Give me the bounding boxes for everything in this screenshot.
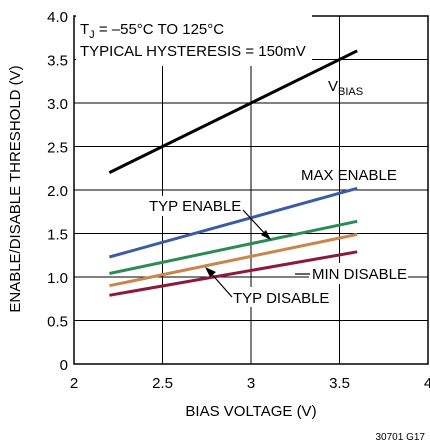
x-axis-title: BIAS VOLTAGE (V) <box>185 403 316 420</box>
vbias-line <box>108 49 358 174</box>
vbias-label: VBIAS <box>328 78 363 98</box>
typ-enable-arrow <box>261 230 271 240</box>
typ-disable-line <box>109 232 358 288</box>
typ-disable-label-bg <box>230 287 337 307</box>
series-labels: VBIAS MAX ENABLE TYP ENABLE MIN DISABLE … <box>146 78 408 307</box>
y-tick-label: 1.5 <box>47 227 68 244</box>
min-disable-label: MIN DISABLE <box>312 266 407 283</box>
condition-hysteresis: TYPICAL HYSTERESIS = 150mV <box>80 43 306 60</box>
y-tick-label: 3.0 <box>47 96 68 113</box>
temperature-range: = –55°C TO 125°C <box>95 21 225 38</box>
x-tick-label: 2.5 <box>152 375 173 392</box>
typ-enable-line <box>109 219 358 275</box>
max-enable-line <box>108 186 358 259</box>
typ-enable-label-bg <box>146 196 243 216</box>
y-tick-label: 2.5 <box>47 140 68 157</box>
annotation-background <box>76 14 312 66</box>
y-tick-label: 1.0 <box>47 270 68 287</box>
tj-symbol: T <box>80 21 89 38</box>
condition-temperature: TJ = –55°C TO 125°C <box>80 21 224 41</box>
y-axis-title: ENABLE/DISABLE THRESHOLD (V) <box>7 65 24 312</box>
figure-id: 30701 G17 <box>376 432 426 443</box>
condition-annotation: TJ = –55°C TO 125°C TYPICAL HYSTERESIS =… <box>76 14 312 66</box>
y-tick-label: 2.0 <box>47 183 68 200</box>
grid <box>74 16 428 364</box>
tj-subscript: J <box>89 29 95 41</box>
tick-labels: 2 2.5 3 3.5 4 0 0.5 1.0 1.5 2.0 2.5 3.0 3.5 4.0 <box>47 9 430 392</box>
typ-disable-leader <box>208 270 233 298</box>
series-layer <box>108 49 358 297</box>
y-tick-label: 3.5 <box>47 53 68 70</box>
x-tick-label: 2 <box>70 375 78 392</box>
y-tick-label: 0.5 <box>47 314 68 331</box>
min-disable-line <box>109 250 358 297</box>
typ-disable-label: TYP DISABLE <box>233 290 329 307</box>
typ-disable-arrow <box>205 267 216 277</box>
x-tick-label: 3 <box>247 375 255 392</box>
x-tick-label: 3.5 <box>329 375 350 392</box>
typ-enable-label: TYP ENABLE <box>149 198 241 215</box>
typ-enable-leader <box>242 209 268 237</box>
y-tick-label: 4.0 <box>47 9 68 26</box>
x-tick-label: 4 <box>424 375 430 392</box>
min-disable-label-bg <box>309 263 408 284</box>
y-tick-label: 0 <box>60 357 68 374</box>
max-enable-label: MAX ENABLE <box>301 167 397 184</box>
